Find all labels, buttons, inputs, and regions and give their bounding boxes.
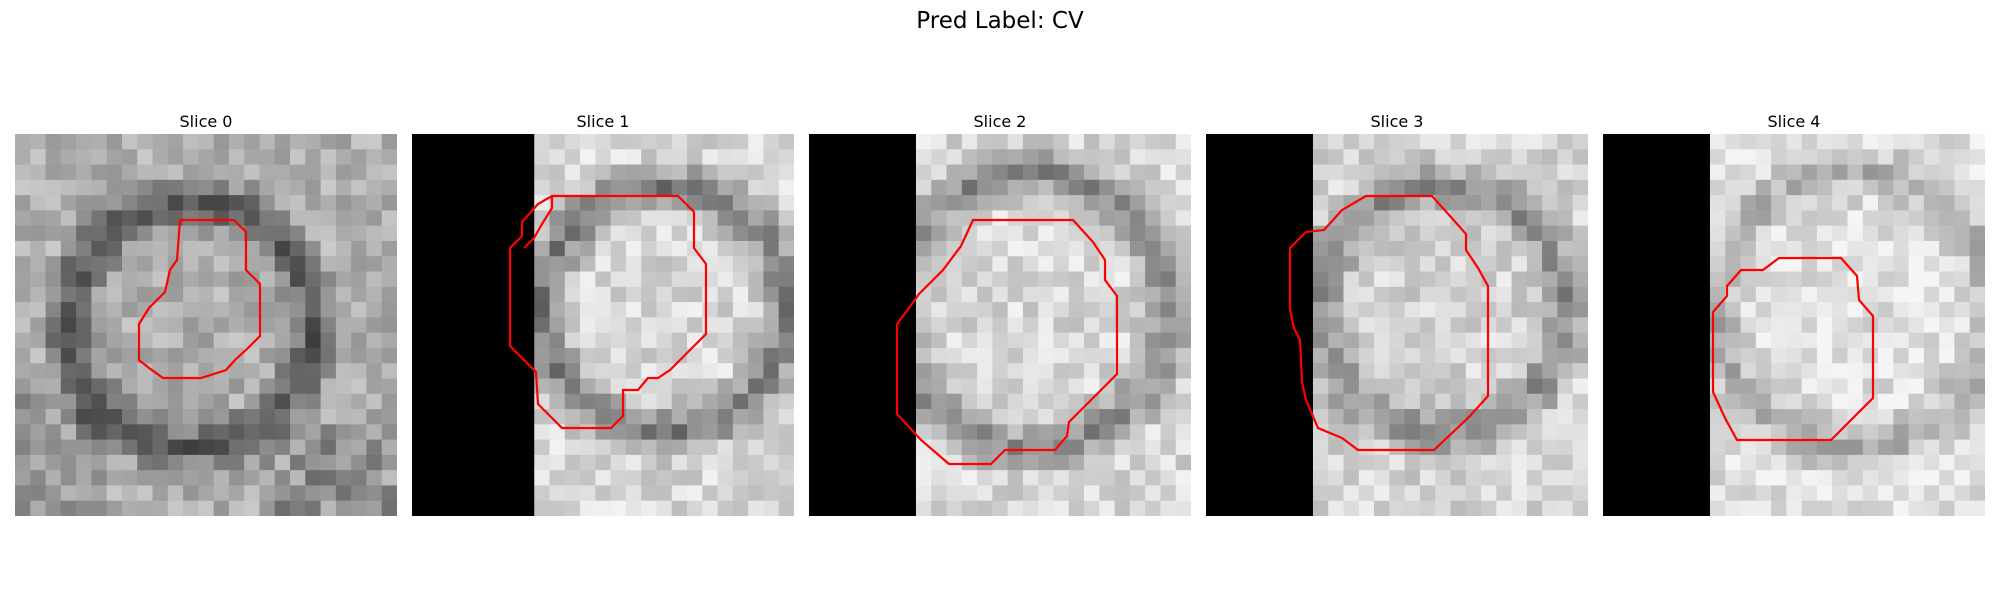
slice-panel-4: Slice 4: [1603, 112, 1985, 516]
slice-image-1: [412, 134, 794, 516]
slice-image-4: [1603, 134, 1985, 516]
slice-image-0: [15, 134, 397, 516]
grayscale-pixels: [534, 134, 794, 516]
slice-image-3: [1206, 134, 1588, 516]
segmentation-contour: [508, 194, 708, 430]
slice-image-2: [809, 134, 1191, 516]
grayscale-pixels: [15, 134, 397, 516]
segmentation-contour: [137, 218, 262, 380]
slice-panel-0: Slice 0: [15, 112, 397, 516]
grayscale-pixels: [915, 134, 1191, 516]
slice-title-4: Slice 4: [1767, 112, 1821, 131]
contour-notch: [523, 196, 554, 249]
slice-title-0: Slice 0: [179, 112, 233, 131]
segmentation-contour: [1711, 256, 1875, 442]
slice-panel-2: Slice 2: [809, 112, 1191, 516]
slice-panel-3: Slice 3: [1206, 112, 1588, 516]
grayscale-pixels: [1709, 134, 1985, 516]
grayscale-pixels: [1312, 134, 1588, 516]
segmentation-contour: [895, 218, 1119, 466]
figure-title: Pred Label: CV: [916, 8, 1084, 34]
slice-panel-1: Slice 1: [412, 112, 794, 516]
slice-title-3: Slice 3: [1370, 112, 1424, 131]
slice-title-2: Slice 2: [973, 112, 1027, 131]
segmentation-contour: [1288, 194, 1490, 452]
slice-title-1: Slice 1: [576, 112, 630, 131]
